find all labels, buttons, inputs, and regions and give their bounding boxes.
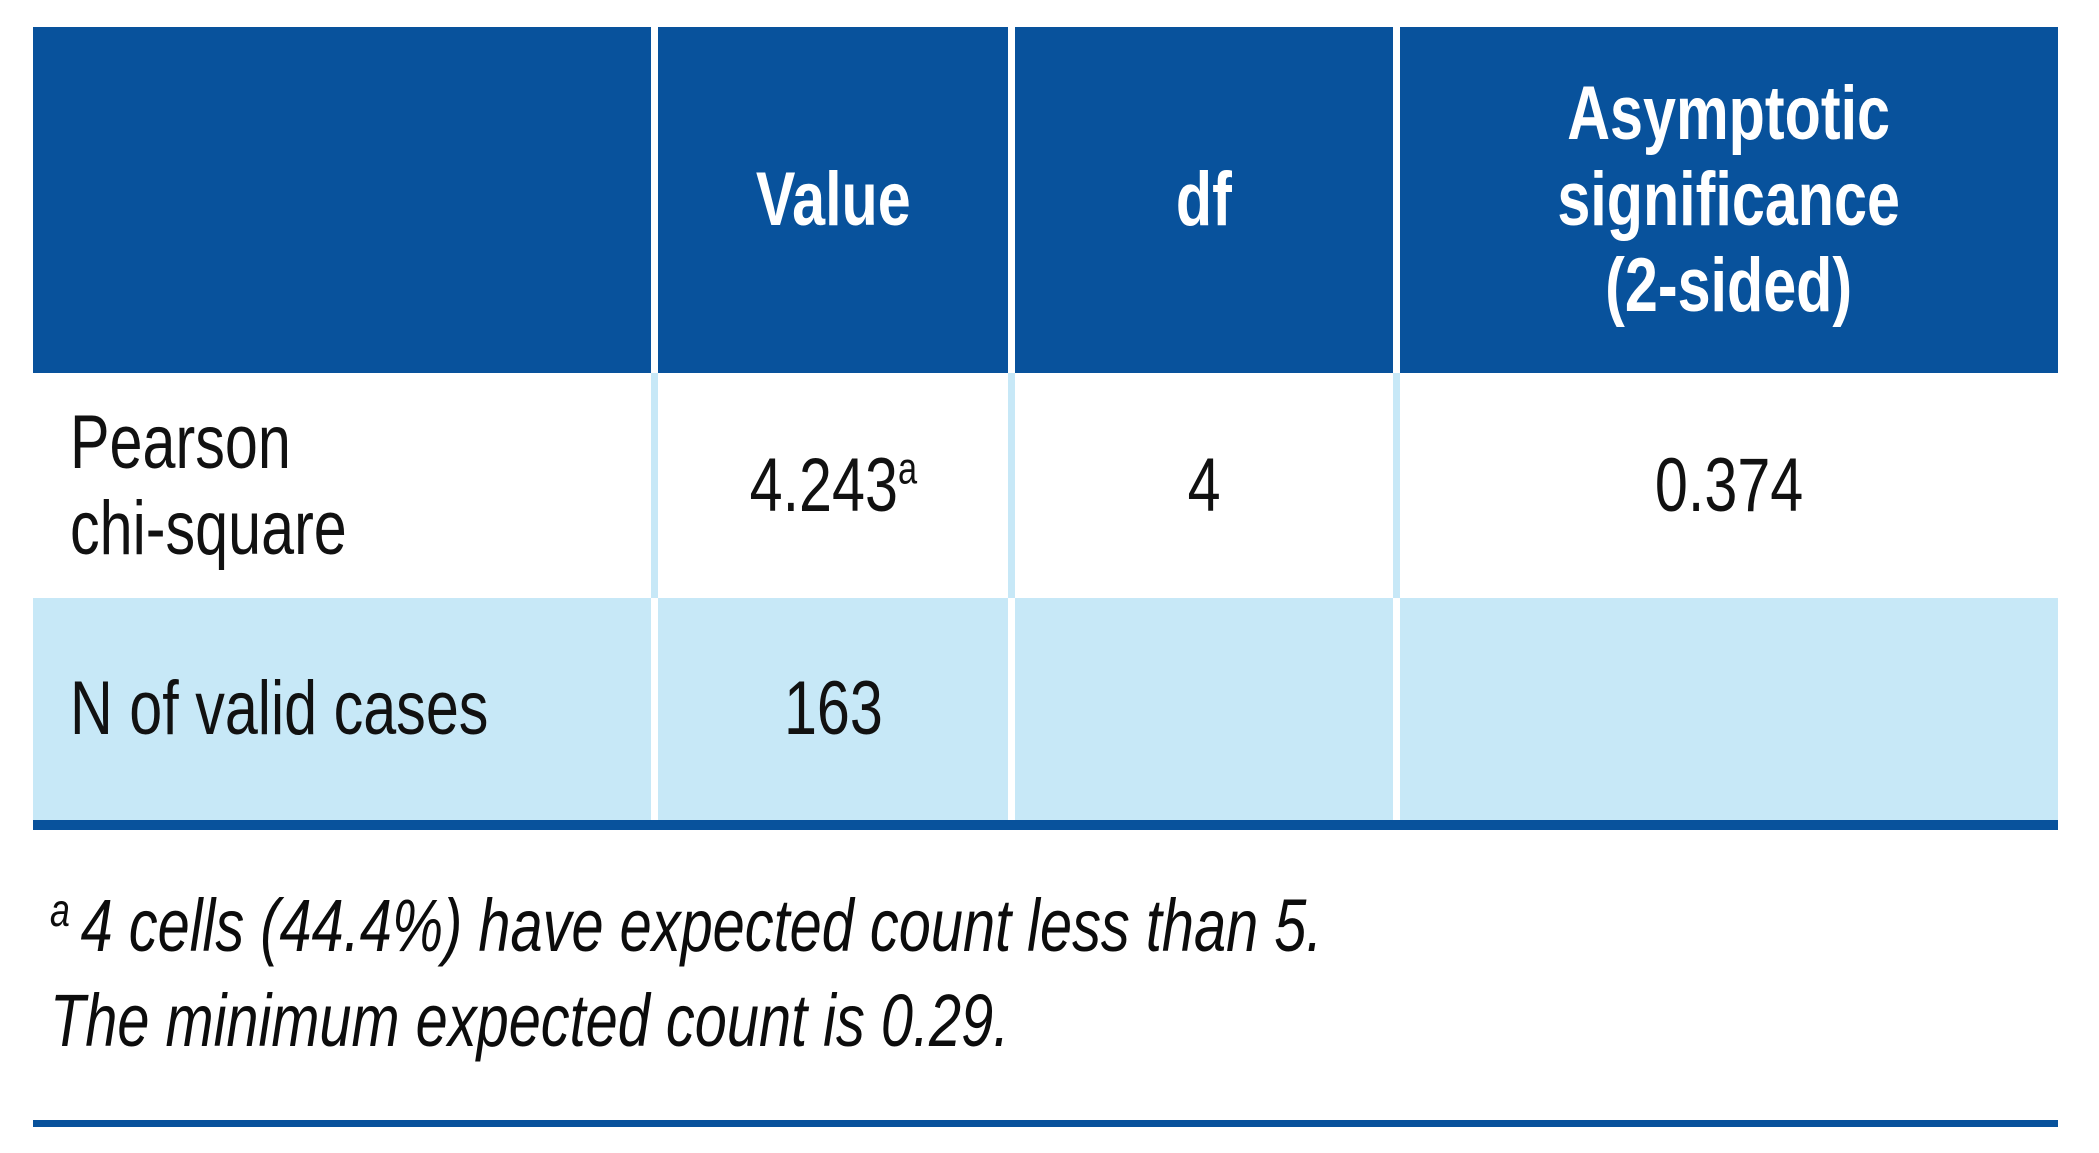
header-cell-asymptotic-significance: Asymptotic significance (2-sided) [1400,27,2058,373]
header-label-asymptotic-significance: Asymptotic significance (2-sided) [1557,71,1901,328]
row-label-n-of-valid-cases: N of valid cases [70,666,489,752]
value-cell: 4.243a [658,373,1008,598]
significance-cell-empty [1400,598,2058,820]
pearson-significance: 0.374 [1654,442,1804,528]
pearson-value-footnote-marker: a [897,444,917,494]
header-cell-df: df [1015,27,1393,373]
table-header-row: Value df Asymptotic significance (2-side… [33,27,2058,373]
n-valid-cases-value: 163 [783,666,883,752]
header-label-value: Value [755,157,911,243]
header-label-df: df [1176,157,1232,243]
df-cell-empty [1015,598,1393,820]
table-row-pearson-chi-square: Pearson chi-square 4.243a 4 0.374 [33,373,2058,598]
table-bottom-border [33,820,2058,830]
df-cell: 4 [1015,373,1393,598]
footnote-text-2: The minimum expected count is 0.29. [50,979,1010,1062]
footnote-text-1: 4 cells (44.4%) have expected count less… [80,884,1323,967]
table-row-n-of-valid-cases: N of valid cases 163 [33,598,2058,820]
footnote-line-2: The minimum expected count is 0.29. [50,973,1322,1068]
row-label-cell: N of valid cases [33,598,651,820]
header-cell-empty [33,27,651,373]
row-label-cell: Pearson chi-square [33,373,651,598]
chi-square-test-table: Value df Asymptotic significance (2-side… [33,27,2058,830]
footnote-marker: a [50,883,70,936]
header-cell-value: Value [658,27,1008,373]
pearson-value-number: 4.243 [749,442,898,528]
significance-cell: 0.374 [1400,373,2058,598]
page-bottom-rule [33,1120,2058,1127]
pearson-value: 4.243a [749,443,916,529]
pearson-df: 4 [1187,442,1221,528]
value-cell: 163 [658,598,1008,820]
row-label-pearson-chi-square: Pearson chi-square [70,399,347,571]
